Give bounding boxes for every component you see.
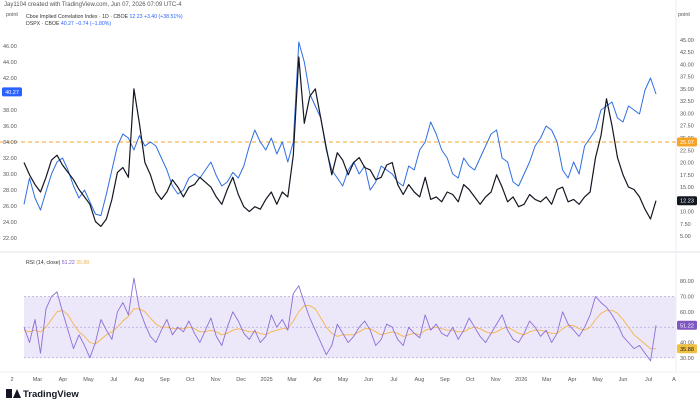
right-tick-label: 7.50 xyxy=(680,222,691,228)
left-axis-unit: point xyxy=(6,12,18,18)
legend-series-name: Cboe Implied Correlation Index · 1D · CB… xyxy=(26,14,129,20)
left-tick-label: 34.00 xyxy=(3,140,17,146)
right-tick-label: 22.50 xyxy=(680,148,694,154)
rsi-price-tag-bg xyxy=(677,320,697,330)
rsi-legend-value: 51.22 xyxy=(61,260,75,266)
rsi-tick-label: 60.00 xyxy=(680,310,694,316)
left-tick-label: 44.00 xyxy=(3,60,17,66)
tradingview-logo-icon xyxy=(6,389,21,398)
time-tick-label: Oct xyxy=(186,377,195,383)
time-tick-label: Apr xyxy=(59,377,68,383)
rsi-ma-price-tag-bg xyxy=(677,344,697,354)
time-tick-label: A xyxy=(672,377,676,383)
time-tick-label: 2025 xyxy=(260,377,272,383)
time-tick-label: Apr xyxy=(568,377,577,383)
rsi-line xyxy=(23,277,657,362)
legend-series-value: 12.23 +3.40 (+38.51%) xyxy=(129,14,183,20)
legend-series-name-2: DSPX · CBOE xyxy=(26,21,60,27)
left-tick-label: 30.00 xyxy=(3,172,17,178)
right-tick-label: 20.00 xyxy=(680,161,694,167)
time-tick-label: Jul xyxy=(645,377,652,383)
main-legend-line-1[interactable]: Cboe Implied Correlation Index · 1D · CB… xyxy=(26,14,183,20)
rsi-legend-label: RSI (14, close) xyxy=(26,260,61,266)
dashed-price-tag: 25.07 xyxy=(680,140,694,146)
time-tick-label: Apr xyxy=(313,377,322,383)
right-tick-label: 37.50 xyxy=(680,75,694,81)
main-legend-line-2[interactable]: DSPX · CBOE 40.27 −0.74 (−1.80%) xyxy=(26,21,111,27)
left-tick-label: 26.00 xyxy=(3,204,17,210)
rsi-tick-label: 80.00 xyxy=(680,279,694,285)
rsi-ma-legend-value: 35.88 xyxy=(76,260,90,266)
right-tick-label: 45.00 xyxy=(680,38,694,44)
time-tick-label: Aug xyxy=(414,377,424,383)
time-tick-label: Jul xyxy=(390,377,397,383)
right-tick-label: 42.50 xyxy=(680,50,694,56)
blue-price-tag: 40.27 xyxy=(5,90,19,96)
cor-line xyxy=(23,56,657,227)
time-tick-label: Oct xyxy=(466,377,475,383)
time-tick-label: Mar xyxy=(33,377,43,383)
right-tick-label: 30.00 xyxy=(680,111,694,117)
right-tick-label: 17.50 xyxy=(680,173,694,179)
dashed-price-tag-bg xyxy=(677,137,697,147)
left-tick-label: 24.00 xyxy=(3,220,17,226)
time-tick-label: May xyxy=(83,377,94,383)
left-tick-label: 46.00 xyxy=(3,44,17,50)
time-tick-label: Nov xyxy=(491,377,501,383)
time-tick-label: May xyxy=(592,377,603,383)
time-tick-label: 2026 xyxy=(515,377,527,383)
time-tick-label: Sep xyxy=(440,377,450,383)
attribution-text: Jay1104 created with TradingView.com, Ju… xyxy=(4,2,182,8)
black-price-tag: 12.23 xyxy=(680,199,694,205)
dspx-line xyxy=(23,41,657,217)
tradingview-logo[interactable]: TradingView xyxy=(6,389,79,400)
right-tick-label: 40.00 xyxy=(680,62,694,68)
rsi-price-tag: 51.22 xyxy=(680,323,694,329)
blue-price-tag-bg xyxy=(2,87,22,97)
left-tick-label: 32.00 xyxy=(3,156,17,162)
right-axis-unit: point xyxy=(678,12,690,18)
time-tick-label: Jul xyxy=(110,377,117,383)
black-price-tag-bg xyxy=(677,196,697,206)
time-tick-label: Mar xyxy=(542,377,552,383)
time-tick-label: May xyxy=(338,377,349,383)
legend-series-value-2: 40.27 −0.74 (−1.80%) xyxy=(60,21,112,27)
time-tick-label: Dec xyxy=(236,377,246,383)
rsi-tick-label: 70.00 xyxy=(680,295,694,301)
right-tick-label: 32.50 xyxy=(680,99,694,105)
right-tick-label: 5.00 xyxy=(680,234,691,240)
right-tick-label: 35.00 xyxy=(680,87,694,93)
right-tick-label: 15.00 xyxy=(680,185,694,191)
left-tick-label: 36.00 xyxy=(3,124,17,130)
rsi-legend[interactable]: RSI (14, close) 51.22 35.88 xyxy=(26,260,89,266)
left-tick-label: 22.00 xyxy=(3,236,17,242)
rsi-tick-label: 30.00 xyxy=(680,356,694,362)
time-tick-label: 2 xyxy=(10,377,13,383)
left-tick-label: 28.00 xyxy=(3,188,17,194)
right-tick-label: 27.50 xyxy=(680,124,694,130)
tradingview-brand-text: TradingView xyxy=(23,389,79,400)
rsi-ma-price-tag: 35.88 xyxy=(680,347,694,353)
time-tick-label: Nov xyxy=(211,377,221,383)
time-tick-label: Sep xyxy=(160,377,170,383)
rsi-ma-line xyxy=(23,305,657,350)
time-tick-label: Jun xyxy=(619,377,628,383)
time-tick-label: Aug xyxy=(134,377,144,383)
left-tick-label: 42.00 xyxy=(3,76,17,82)
rsi-tick-label: 40.00 xyxy=(680,340,694,346)
right-tick-label: 10.00 xyxy=(680,210,694,216)
time-tick-label: Mar xyxy=(287,377,297,383)
time-tick-label: Jun xyxy=(364,377,373,383)
left-tick-label: 38.00 xyxy=(3,108,17,114)
